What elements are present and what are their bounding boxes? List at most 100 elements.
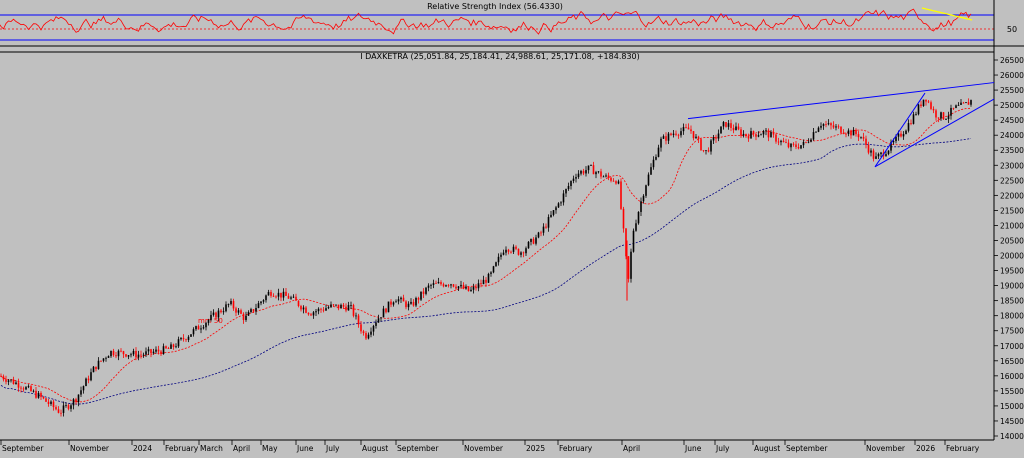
candle-body (335, 304, 337, 306)
time-tick-label: April (233, 444, 250, 453)
candle-body (350, 305, 352, 306)
candle-body (302, 307, 305, 310)
candle-body (775, 134, 777, 142)
ma-short-series (0, 107, 972, 403)
candle-body (475, 286, 477, 289)
candle-body (750, 131, 752, 139)
candle-body (397, 299, 400, 302)
candle-body (387, 301, 390, 313)
candle-body (327, 307, 330, 309)
candle-body (422, 291, 425, 294)
candle-body (177, 339, 180, 347)
price-tick-label: 25500 (1000, 86, 1024, 95)
candle-body (140, 354, 142, 356)
candle-body (360, 324, 362, 332)
candle-body (445, 285, 447, 287)
candle-body (15, 382, 17, 385)
candle-body (117, 350, 120, 357)
candle-body (87, 378, 90, 381)
candle-body (210, 314, 212, 320)
candle-body (900, 133, 902, 137)
ma-long-series (0, 138, 972, 405)
price-tick-label: 24000 (1000, 131, 1024, 140)
candle-body (195, 326, 197, 330)
candle-body (417, 298, 420, 300)
time-tick-label: November (70, 444, 110, 453)
price-tick-label: 17000 (1000, 342, 1024, 351)
support-trendline (874, 98, 995, 168)
candle-body (275, 296, 277, 298)
price-tick-label: 14500 (1000, 417, 1024, 426)
candle-body (797, 147, 800, 149)
candle-body (175, 346, 177, 348)
candle-body (510, 251, 512, 253)
candle-body (100, 360, 102, 362)
candle-body (755, 134, 757, 137)
candle-body (135, 350, 137, 358)
price-tick-label: 18000 (1000, 312, 1024, 321)
price-tick-label: 26500 (1000, 56, 1024, 65)
candle-body (342, 304, 345, 307)
candle-body (735, 126, 737, 131)
candle-body (505, 249, 507, 253)
candle-body (287, 295, 290, 299)
price-tick-label: 20000 (1000, 252, 1024, 261)
candle-body (187, 336, 190, 340)
price-tick-label: 18500 (1000, 297, 1024, 306)
candle-body (812, 132, 815, 140)
price-tick-label: 23000 (1000, 161, 1024, 170)
candle-body (657, 147, 660, 157)
time-tick-label: June (684, 444, 702, 453)
candle-body (115, 355, 117, 357)
resistance-trendline (687, 82, 995, 120)
price-tick-labels: 14000 14500 15000 15500 16000 16500 17000 17500… (994, 56, 1024, 441)
candle-body (185, 339, 187, 341)
candle-body (402, 297, 405, 302)
candle-body (340, 304, 342, 309)
time-tick-label: 2025 (526, 444, 545, 453)
candle-body (550, 214, 552, 218)
price-tick-label: 17500 (1000, 327, 1024, 336)
candle-body (390, 301, 392, 305)
price-tick-label: 26000 (1000, 71, 1024, 80)
candle-body (122, 351, 125, 355)
candle-body (217, 310, 220, 318)
candle-body (850, 130, 852, 136)
candle-body (730, 123, 732, 128)
candle-body (885, 154, 887, 157)
candle-body (960, 102, 962, 105)
candle-body (482, 279, 485, 285)
candle-body (522, 252, 525, 254)
candle-body (292, 296, 295, 298)
candle-body (640, 201, 642, 212)
candle-body (430, 284, 432, 286)
candle-body (632, 230, 635, 252)
candle-body (597, 171, 600, 173)
rsi-divergence-line (921, 7, 973, 21)
candle-body (942, 112, 945, 120)
candle-body (255, 307, 257, 312)
candle-body (742, 133, 745, 136)
price-tick-label: 16500 (1000, 357, 1024, 366)
time-tick-label: July (325, 444, 340, 453)
candle-body (762, 131, 765, 135)
candle-body (625, 228, 627, 257)
ma-short-line (0, 107, 972, 403)
candle-body (65, 405, 67, 406)
candle-body (35, 390, 37, 398)
candle-body (392, 302, 395, 305)
candle-body (347, 305, 350, 311)
candle-body (927, 101, 930, 103)
candle-body (67, 405, 70, 409)
candle-body (282, 291, 285, 298)
candle-body (460, 284, 462, 287)
trendlines (687, 82, 995, 168)
candle-body (60, 412, 62, 414)
candle-body (90, 372, 92, 381)
candle-body (227, 304, 230, 305)
candle-body (250, 309, 252, 313)
candle-body (870, 150, 872, 153)
candle-body (485, 279, 487, 283)
time-tick-label: 2024 (133, 444, 152, 453)
